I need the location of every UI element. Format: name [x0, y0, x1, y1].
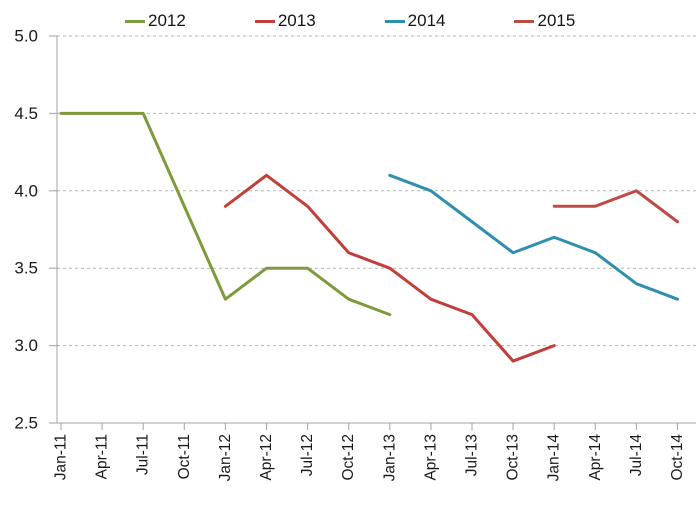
legend-swatch-icon [384, 19, 405, 23]
legend-swatch-icon [514, 19, 535, 23]
x-tick-label: Apr-12 [258, 434, 275, 481]
legend-item-2013: 2013 [254, 11, 316, 31]
x-tick-label: Jul-11 [135, 434, 152, 475]
x-tick-label: Apr-13 [422, 434, 439, 481]
series-line-2013 [223, 173, 556, 363]
series-line-2012 [59, 111, 392, 317]
x-tick-label: Jan-14 [546, 434, 563, 482]
x-tick-label: Oct-11 [176, 434, 193, 479]
y-tick-label: 5.0 [14, 27, 38, 46]
legend-label: 2013 [277, 11, 316, 30]
x-tick-label: Jul-12 [299, 434, 316, 476]
y-tick-label: 3.5 [14, 259, 38, 278]
x-tick-label: Jan-13 [381, 434, 398, 481]
x-tick-label: Jan-12 [217, 434, 234, 481]
y-tick-label: 3.0 [14, 336, 38, 355]
x-tick-label: Jul-14 [628, 434, 645, 477]
y-tick-label: 4.0 [14, 181, 38, 200]
chart-legend: 2012 2013 2014 2015 [125, 11, 575, 31]
x-tick-label: Jul-13 [464, 434, 481, 476]
legend-label: 2015 [537, 11, 576, 30]
x-tick-label: Oct-14 [669, 434, 686, 481]
legend-label: 2012 [148, 11, 186, 30]
x-tick-label: Jan-11 [53, 434, 70, 480]
legend-item-2012: 2012 [125, 11, 186, 31]
legend-item-2014: 2014 [384, 11, 446, 31]
legend-item-2015: 2015 [514, 11, 575, 31]
y-tick-label: 2.5 [14, 414, 38, 433]
legend-swatch-icon [125, 19, 145, 23]
legend-label: 2014 [407, 11, 446, 30]
x-tick-label: Apr-11 [94, 434, 111, 479]
series-line-2015 [552, 189, 679, 224]
y-tick-label: 4.5 [14, 104, 38, 123]
x-tick-label: Oct-12 [340, 434, 357, 481]
x-tick-label: Oct-13 [505, 434, 522, 481]
x-tick-label: Apr-14 [587, 434, 604, 481]
series-line-2014 [388, 173, 679, 301]
legend-swatch-icon [254, 19, 275, 23]
